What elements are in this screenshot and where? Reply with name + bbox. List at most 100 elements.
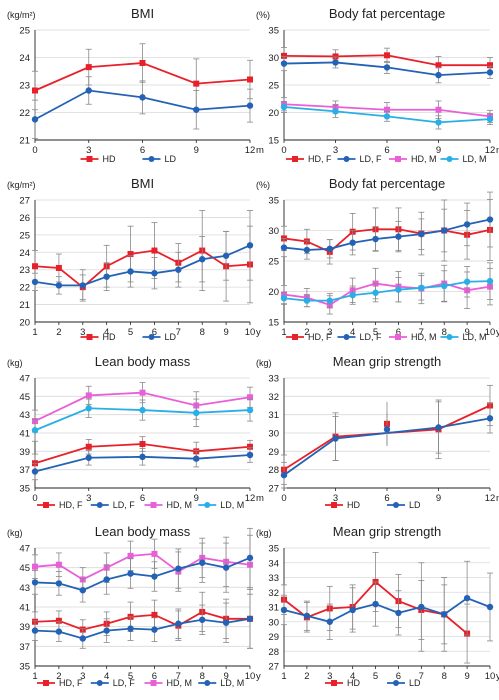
x-tick-label: 2 <box>304 671 309 682</box>
data-point <box>383 426 391 433</box>
x-tick-label: 7 <box>419 671 424 682</box>
x-tick-label: 5 <box>373 671 378 682</box>
x-tick-label: 7 <box>176 671 181 682</box>
y-tick-label: 41 <box>19 429 30 440</box>
legend-label: HD, F <box>308 332 332 342</box>
x-tick-label: 9 <box>436 493 441 504</box>
legend-label: HD, M <box>167 678 193 688</box>
data-point <box>127 570 134 577</box>
data-point <box>441 611 448 618</box>
y-tick-label: 29 <box>268 632 279 643</box>
data-point <box>326 297 333 304</box>
legend-marker <box>148 156 155 162</box>
x-tick-label: 9 <box>194 145 199 156</box>
y-tick-label: 35 <box>268 196 279 207</box>
y-tick-label: 21 <box>19 136 30 147</box>
data-point <box>31 278 39 286</box>
data-point <box>31 627 39 634</box>
data-point <box>139 94 146 101</box>
data-point <box>303 612 311 620</box>
data-point <box>32 87 38 94</box>
data-point <box>193 80 200 87</box>
panel-4: Body fat percentage (%) 15 20 25 30 35 1 2 3 4 5 6 7 8… <box>256 176 499 342</box>
data-point <box>435 62 442 69</box>
panel-title: Lean body mass <box>95 354 191 369</box>
series-line <box>283 280 491 302</box>
legend-marker <box>96 680 103 686</box>
data-point <box>418 230 425 238</box>
x-tick-label: 0 <box>32 145 37 156</box>
data-point <box>435 71 442 79</box>
legend-label: HD, M <box>167 500 193 510</box>
data-point <box>139 441 146 447</box>
legend-label: HD, F <box>59 678 83 688</box>
data-point <box>199 256 206 263</box>
panel-6: Mean grip strength (kg) 27 28 29 30 31 32 33 0 3 6 9… <box>256 354 499 510</box>
x-tick-label: 6 <box>396 327 401 338</box>
y-tick-label: 31 <box>268 603 279 614</box>
y-tick-label: 35 <box>268 26 279 37</box>
y-tick-label: 29 <box>268 447 279 458</box>
data-point <box>486 115 494 123</box>
y-unit-label: (kg) <box>7 528 23 538</box>
y-tick-label: 22 <box>19 108 30 119</box>
legend-marker <box>292 334 298 340</box>
data-point <box>372 235 379 243</box>
x-tick-label: 1 <box>32 327 37 338</box>
legend-marker <box>43 502 49 508</box>
data-point <box>222 252 230 259</box>
legend-marker <box>150 502 157 508</box>
data-point <box>303 297 311 304</box>
legend-marker <box>393 680 399 686</box>
series-2 <box>280 56 494 84</box>
legend: HD LD <box>80 332 177 342</box>
y-unit-label: (kg) <box>256 528 272 538</box>
data-point <box>349 291 356 299</box>
data-point <box>193 409 200 417</box>
data-point <box>418 284 425 292</box>
legend-marker <box>343 334 350 340</box>
y-tick-label: 47 <box>19 374 30 385</box>
x-tick-label: 10 <box>485 671 496 682</box>
x-unit-label: m <box>496 493 499 504</box>
data-point <box>151 270 158 277</box>
panel-title: Body fat percentage <box>329 176 445 191</box>
data-point <box>222 564 230 571</box>
y-tick-label: 24 <box>19 53 30 64</box>
panel-title: Body fat percentage <box>329 6 445 21</box>
data-point <box>281 52 287 59</box>
x-tick-label: 9 <box>464 671 469 682</box>
y-tick-label: 27 <box>19 196 30 207</box>
x-tick-label: 1 <box>32 671 37 682</box>
legend-label: HD, F <box>308 154 332 164</box>
legend-marker <box>395 156 401 162</box>
legend-label: LD <box>165 154 177 164</box>
legend-marker <box>446 334 453 340</box>
data-point <box>384 106 390 113</box>
data-point <box>31 468 39 475</box>
x-tick-label: 8 <box>200 671 205 682</box>
legend-label: LD <box>409 678 421 688</box>
x-tick-label: 3 <box>333 493 338 504</box>
x-tick-label: 5 <box>128 327 133 338</box>
panel-1: BMI (kg/m²) 21 22 23 24 25 0 3 6 9 12 m HD LD <box>7 6 264 164</box>
data-point <box>55 264 62 271</box>
data-point <box>151 247 158 254</box>
data-point <box>349 239 356 246</box>
x-tick-label: 4 <box>104 671 109 682</box>
legend-label: LD, F <box>360 154 383 164</box>
series-line <box>283 597 491 623</box>
series-3 <box>281 264 493 315</box>
x-tick-label: 6 <box>140 493 145 504</box>
legend: HD, F LD, F HD, M LD, M <box>286 154 487 164</box>
x-tick-label: 6 <box>140 145 145 156</box>
x-tick-label: 3 <box>327 327 332 338</box>
series-2 <box>31 588 254 649</box>
data-point <box>246 406 254 414</box>
data-point <box>246 242 254 249</box>
panel-title: Lean body mass <box>95 524 191 539</box>
data-point <box>127 268 134 275</box>
x-tick-label: 10 <box>245 327 256 338</box>
legend: HD, F LD, F HD, M LD, M <box>37 678 244 688</box>
data-point <box>199 616 206 623</box>
